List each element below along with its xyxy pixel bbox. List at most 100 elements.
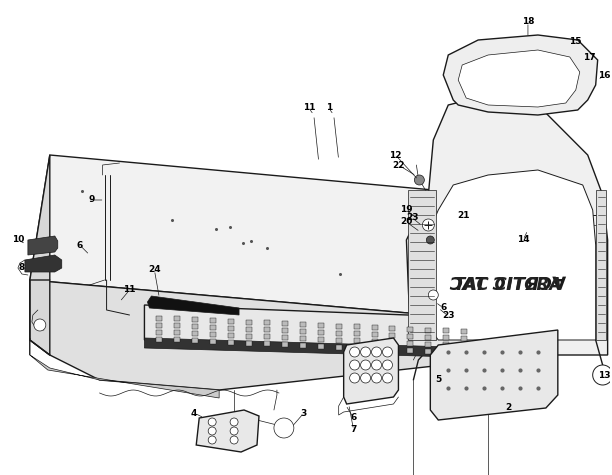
Bar — [425, 342, 431, 346]
Bar — [228, 340, 234, 345]
Text: 19: 19 — [400, 206, 412, 215]
Bar — [210, 325, 216, 330]
Bar — [228, 319, 234, 323]
Text: 24: 24 — [148, 266, 161, 275]
Text: ƆAT ƆITЯƆ∀: ƆAT ƆITЯƆ∀ — [449, 276, 567, 294]
Bar — [389, 347, 395, 352]
Polygon shape — [458, 50, 580, 107]
Circle shape — [208, 436, 216, 444]
Polygon shape — [30, 155, 50, 355]
Bar — [425, 334, 431, 340]
Bar — [371, 339, 378, 344]
Bar — [354, 331, 360, 336]
Text: 23: 23 — [406, 213, 419, 222]
Bar — [425, 349, 431, 353]
Bar — [389, 340, 395, 345]
Polygon shape — [30, 155, 488, 320]
Polygon shape — [406, 95, 608, 355]
Text: 14: 14 — [517, 236, 529, 245]
Bar — [336, 323, 341, 329]
Bar — [461, 343, 467, 348]
Circle shape — [360, 360, 370, 370]
Circle shape — [371, 373, 381, 383]
Bar — [192, 331, 198, 336]
Bar — [246, 341, 252, 345]
Text: 17: 17 — [583, 54, 596, 63]
Circle shape — [382, 373, 392, 383]
Text: 10: 10 — [12, 236, 24, 245]
Polygon shape — [196, 410, 259, 452]
Bar — [246, 320, 252, 324]
Circle shape — [360, 347, 370, 357]
Text: 20: 20 — [400, 218, 412, 227]
Bar — [174, 337, 181, 342]
Text: 5: 5 — [435, 376, 441, 384]
Bar — [300, 336, 306, 341]
Bar — [318, 344, 324, 349]
Bar — [174, 316, 181, 321]
Polygon shape — [30, 338, 219, 398]
Bar — [282, 321, 288, 326]
Bar — [246, 333, 252, 339]
Bar — [443, 328, 449, 333]
Bar — [336, 338, 341, 342]
Text: 7: 7 — [351, 426, 357, 435]
Circle shape — [349, 360, 360, 370]
Text: 21: 21 — [457, 210, 469, 219]
Text: 12: 12 — [389, 151, 401, 160]
Bar — [371, 332, 378, 337]
Text: TAC CITCRA: TAC CITCRA — [454, 276, 562, 294]
Polygon shape — [430, 330, 558, 420]
Circle shape — [371, 347, 381, 357]
Bar — [264, 334, 270, 339]
Text: 15: 15 — [570, 38, 582, 47]
Bar — [461, 336, 467, 341]
Bar — [336, 344, 341, 350]
Bar — [318, 337, 324, 342]
Bar — [264, 342, 270, 346]
Bar — [318, 330, 324, 335]
Bar — [461, 329, 467, 334]
Bar — [157, 323, 162, 327]
Text: 16: 16 — [599, 70, 611, 79]
Bar — [210, 318, 216, 323]
Circle shape — [592, 365, 612, 385]
Bar — [264, 320, 270, 325]
Circle shape — [274, 418, 294, 438]
Bar — [318, 323, 324, 328]
Text: 6: 6 — [440, 304, 446, 313]
Circle shape — [414, 175, 424, 185]
Bar — [336, 331, 341, 335]
Polygon shape — [424, 170, 595, 340]
Polygon shape — [25, 255, 62, 272]
Bar — [157, 330, 162, 334]
Bar — [300, 322, 306, 327]
Circle shape — [349, 347, 360, 357]
Circle shape — [360, 373, 370, 383]
Circle shape — [34, 319, 46, 331]
Bar — [157, 336, 162, 342]
Circle shape — [382, 347, 392, 357]
Bar — [443, 335, 449, 340]
Bar — [408, 348, 413, 353]
Bar — [282, 328, 288, 333]
Bar — [354, 338, 360, 343]
Polygon shape — [144, 338, 488, 358]
Text: 6: 6 — [76, 240, 83, 249]
Circle shape — [230, 436, 238, 444]
Bar — [371, 346, 378, 351]
Bar — [192, 338, 198, 343]
Circle shape — [427, 236, 435, 244]
Circle shape — [230, 427, 238, 435]
Bar — [408, 341, 413, 346]
Bar — [443, 342, 449, 347]
Bar — [174, 323, 181, 328]
Polygon shape — [147, 296, 239, 315]
Bar — [174, 330, 181, 335]
Bar — [264, 327, 270, 332]
Text: 9: 9 — [89, 196, 95, 205]
Bar — [228, 326, 234, 331]
Text: 18: 18 — [521, 18, 534, 27]
Polygon shape — [344, 338, 398, 404]
Circle shape — [230, 418, 238, 426]
